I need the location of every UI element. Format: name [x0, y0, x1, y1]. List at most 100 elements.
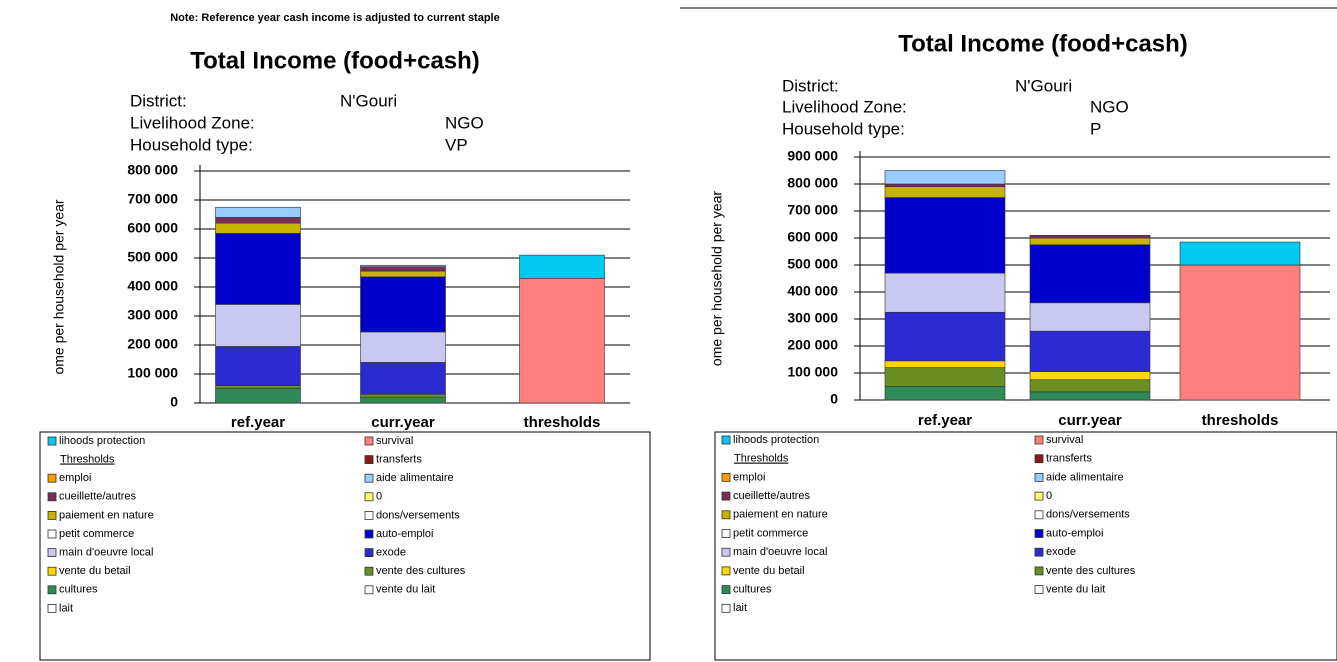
bar-segment [1029, 330, 1151, 372]
legend-swatch [1034, 454, 1044, 464]
legend-label: paiement en nature [59, 509, 154, 521]
legend-label: 0 [376, 491, 382, 503]
legend-label: dons/versements [1046, 509, 1130, 521]
legend-label: vente du betail [59, 565, 131, 577]
y-tick-label: 600 000 [787, 229, 838, 245]
bar-segment [360, 276, 446, 333]
chart-title: Total Income (food+cash) [898, 30, 1188, 57]
bar-segment [1029, 379, 1151, 393]
y-tick-label: 500 000 [127, 249, 178, 265]
x-tick-label: curr.year [1058, 412, 1122, 429]
bar-segment [360, 396, 446, 404]
bar-segment [215, 346, 301, 386]
bar-segment [1029, 237, 1151, 246]
bar-segment [360, 362, 446, 395]
bar-segment [1029, 391, 1151, 401]
legend-swatch [721, 547, 731, 557]
info-value: NGO [445, 113, 484, 132]
bar-segment [360, 264, 446, 267]
info-value: N'Gouri [1015, 76, 1072, 95]
bar-segment [215, 222, 301, 234]
legend-swatch [721, 510, 731, 520]
y-tick-label: 300 000 [127, 307, 178, 323]
legend-label: cultures [733, 584, 772, 596]
bar-segment [1179, 264, 1301, 401]
bar-segment [1029, 371, 1151, 381]
legend-label: transferts [1046, 453, 1092, 465]
info-value: N'Gouri [340, 91, 397, 110]
legend-swatch [364, 529, 374, 539]
legend-swatch [364, 566, 374, 576]
y-tick-label: 400 000 [127, 278, 178, 294]
legend-swatch [721, 472, 731, 482]
legend-label: lihoods protection [733, 434, 819, 446]
y-tick-label: 700 000 [787, 202, 838, 218]
legend-swatch [721, 435, 731, 445]
y-tick-label: 100 000 [127, 365, 178, 381]
legend-label: aide alimentaire [376, 472, 454, 484]
bar-segment [884, 197, 1006, 274]
info-label: District: [130, 91, 187, 110]
bar-segment [360, 331, 446, 363]
x-tick-label: thresholds [524, 414, 601, 431]
legend-swatch [1034, 547, 1044, 557]
legend-swatch [1034, 510, 1044, 520]
legend-swatch [364, 436, 374, 446]
legend-label: cultures [59, 584, 98, 596]
y-tick-label: 900 000 [787, 148, 838, 164]
legend-swatch [721, 585, 731, 594]
bar-segment [215, 233, 301, 305]
y-tick-label: 100 000 [787, 364, 838, 380]
legend-swatch [1034, 491, 1044, 501]
legend-label: survival [376, 435, 413, 447]
bar-segment [215, 206, 301, 218]
y-tick-label: 200 000 [787, 337, 838, 353]
x-tick-label: ref.year [231, 414, 285, 431]
bar-segment [360, 266, 446, 272]
legend-label: petit commerce [733, 527, 808, 539]
bar-segment [1179, 241, 1301, 266]
legend-label: auto-emploi [376, 528, 433, 540]
legend-label: dons/versements [376, 509, 460, 521]
info-value: P [1090, 119, 1101, 138]
info-value: VP [445, 135, 468, 154]
x-tick-label: thresholds [1202, 412, 1279, 429]
info-value: NGO [1090, 97, 1129, 116]
legend-swatch [721, 603, 731, 613]
bar-segment [360, 393, 446, 398]
legend-label: survival [1046, 434, 1083, 446]
y-tick-label: 0 [170, 394, 178, 410]
legend-label: lait [733, 602, 747, 614]
info-label: Livelihood Zone: [782, 97, 907, 116]
legend-box [714, 431, 1337, 661]
legend-box [39, 431, 651, 661]
bar-segment [884, 367, 1006, 387]
bar-segment [884, 183, 1006, 187]
legend-swatch [364, 548, 374, 557]
legend-label: 0 [1046, 490, 1052, 502]
legend-swatch [1034, 472, 1044, 482]
legend-swatch [364, 510, 374, 520]
info-label: Livelihood Zone: [130, 113, 255, 132]
legend-label: cueillette/autres [733, 490, 811, 502]
legend-label: main d'oeuvre local [733, 546, 827, 558]
x-tick-label: curr.year [371, 414, 435, 431]
legend-swatch [364, 492, 374, 502]
bar-segment [884, 186, 1006, 198]
chart-title: Total Income (food+cash) [190, 47, 480, 74]
bar-segment [215, 304, 301, 347]
legend-swatch [47, 436, 57, 446]
legend-swatch [47, 548, 57, 557]
legend-label: emploi [733, 471, 765, 483]
legend-swatch [721, 566, 731, 576]
x-tick-label: ref.year [918, 412, 972, 429]
legend-label: vente du betail [733, 565, 805, 577]
legend-swatch [1034, 435, 1044, 445]
legend-swatch [47, 492, 57, 502]
legend-label: vente des cultures [1046, 565, 1136, 577]
y-tick-label: 200 000 [127, 336, 178, 352]
legend-swatch [47, 529, 57, 539]
legend-swatch [47, 473, 57, 483]
y-axis-label: ome per household per year [51, 199, 67, 374]
y-tick-label: 800 000 [787, 175, 838, 191]
